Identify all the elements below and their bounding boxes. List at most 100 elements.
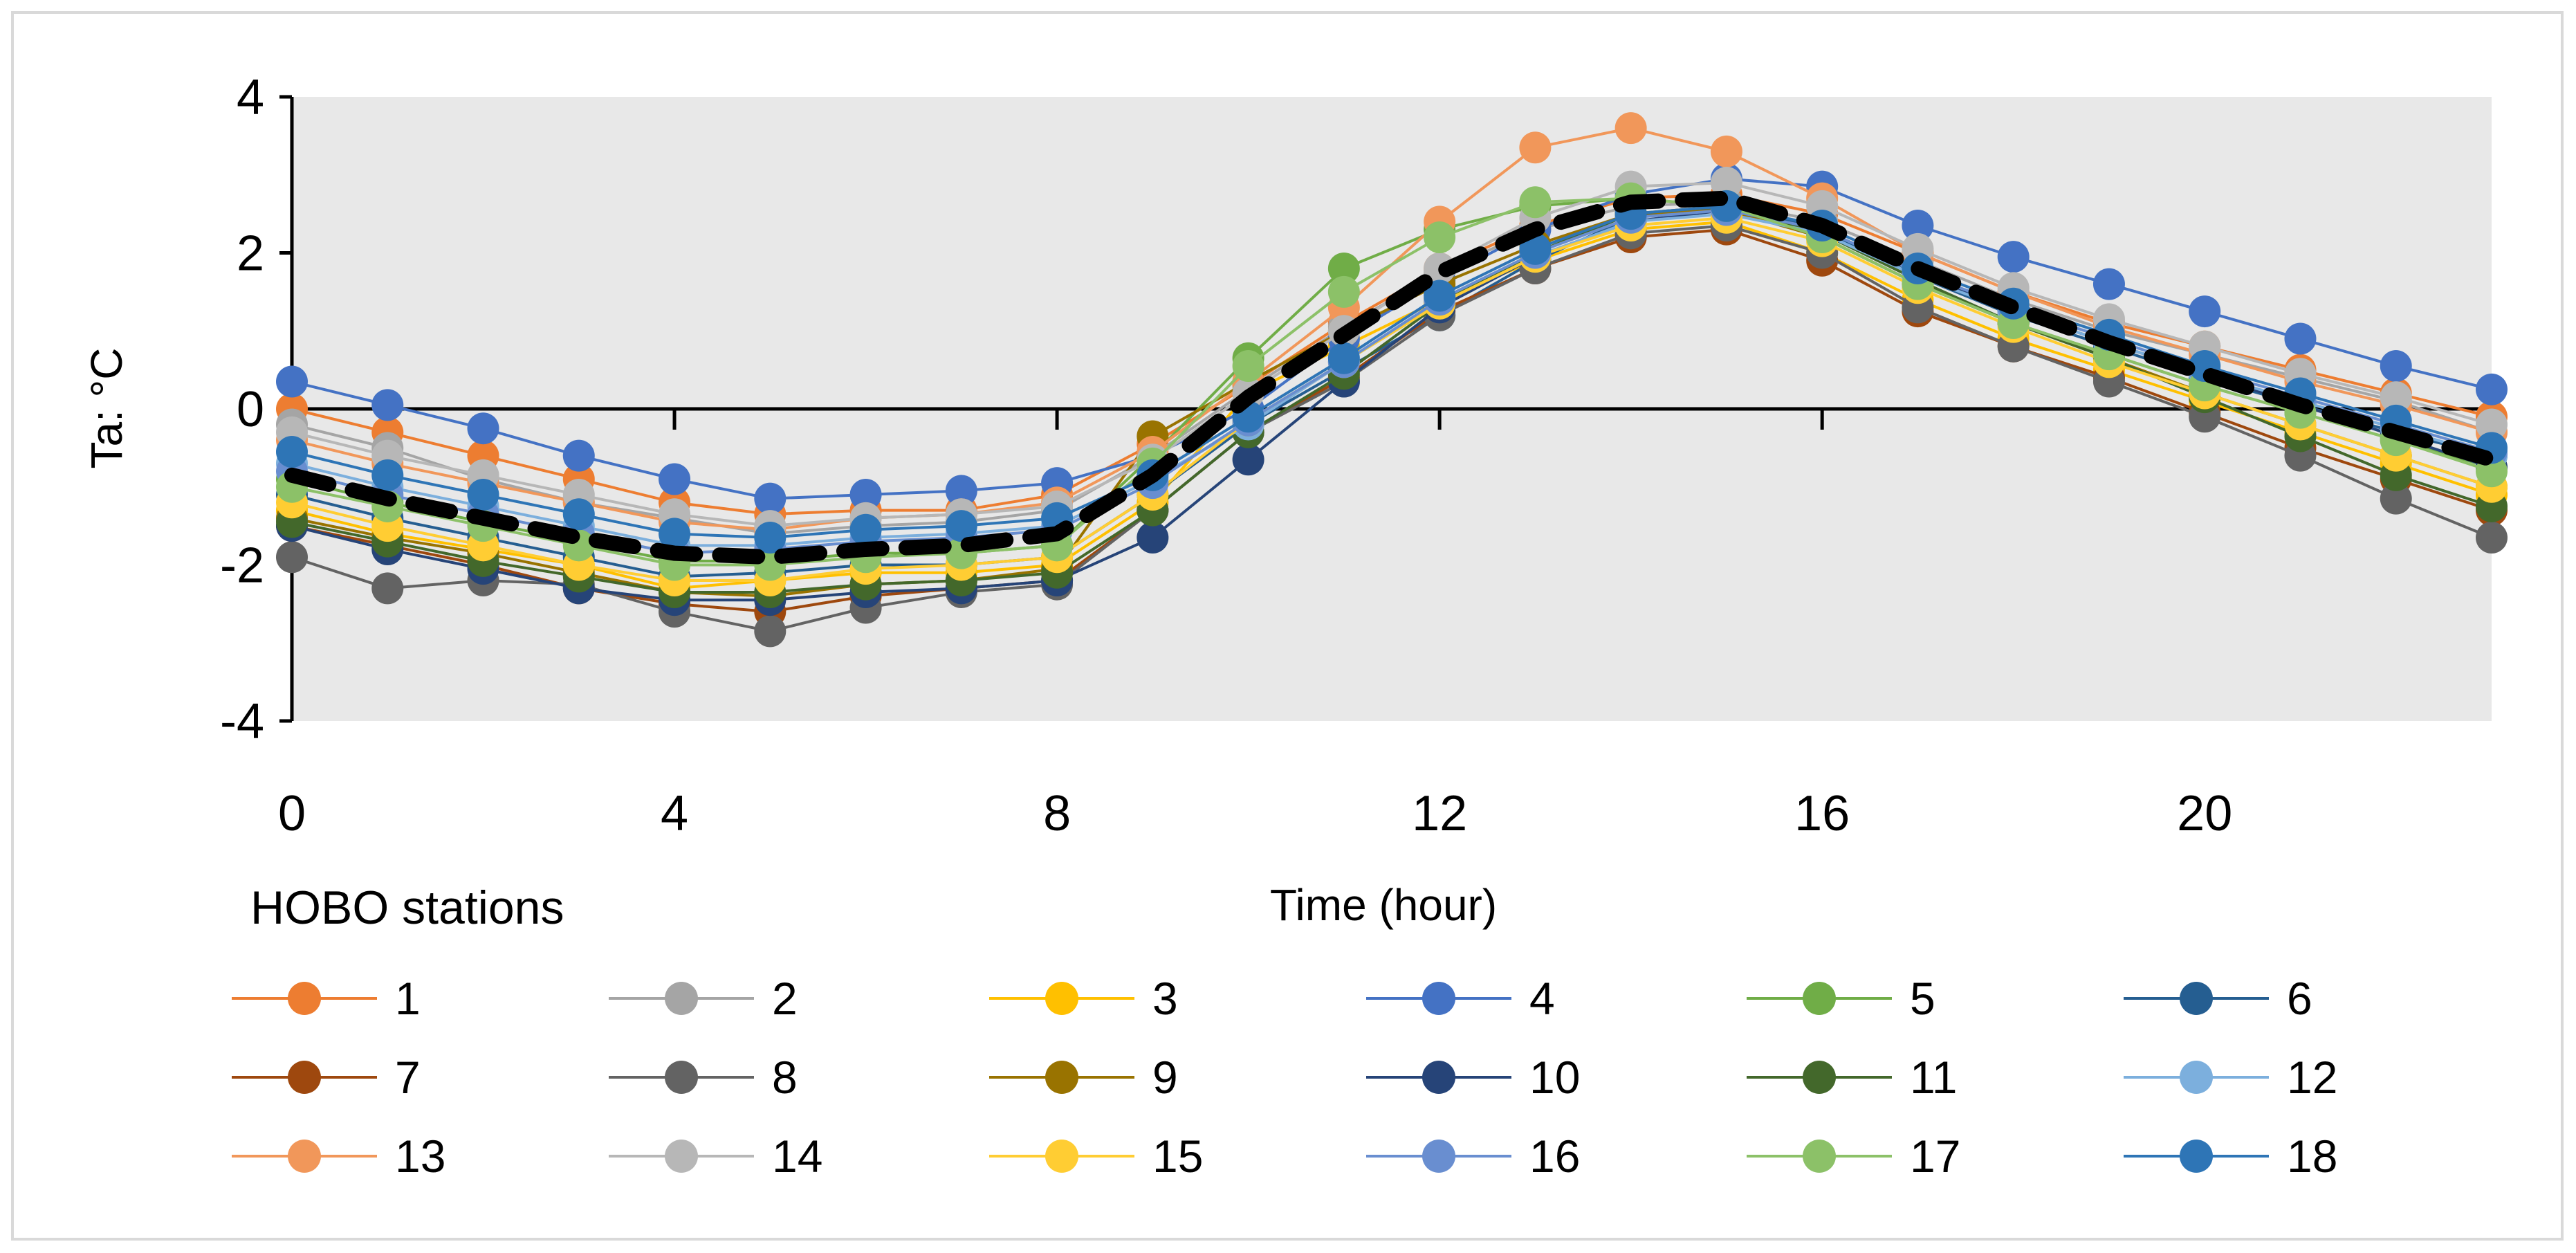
legend-marker: [1422, 1140, 1455, 1173]
data-point: [1614, 112, 1647, 145]
x-axis-title: Time (hour): [1270, 880, 1497, 930]
legend-item-14: 14: [609, 1131, 822, 1182]
legend-label: 7: [395, 1052, 421, 1103]
data-point: [1997, 241, 2030, 273]
data-point: [1710, 135, 1742, 167]
data-point: [2476, 373, 2508, 405]
legend-item-15: 15: [989, 1131, 1203, 1182]
data-point: [754, 482, 786, 515]
legend-item-13: 13: [232, 1131, 445, 1182]
legend-label: 17: [1910, 1131, 1960, 1182]
data-point: [1327, 342, 1360, 374]
data-point: [2284, 322, 2317, 355]
x-tick-label: 0: [278, 786, 306, 841]
x-tick-label: 4: [661, 786, 688, 841]
legend-marker: [1803, 982, 1836, 1015]
legend-title: HOBO stations: [250, 881, 564, 934]
mean-layer: [284, 190, 2499, 565]
data-point: [659, 463, 691, 495]
legend-item-11: 11: [1747, 1052, 1958, 1103]
legend-item-18: 18: [2124, 1131, 2337, 1182]
legend-item-6: 6: [2124, 973, 2312, 1024]
data-point: [2380, 482, 2412, 515]
legend-item-3: 3: [989, 973, 1178, 1024]
legend-marker: [288, 1061, 321, 1094]
x-tick-label: 8: [1043, 786, 1071, 841]
legend-marker: [665, 1061, 698, 1094]
legend-marker: [1045, 1140, 1078, 1173]
mean-dashed-line: [284, 190, 2499, 565]
legend-marker: [288, 1140, 321, 1173]
data-point: [754, 522, 786, 554]
legend-label: 12: [2287, 1052, 2337, 1103]
legend-marker: [665, 982, 698, 1015]
legend-item-10: 10: [1366, 1052, 1580, 1103]
data-point: [1232, 443, 1264, 476]
data-point: [659, 518, 691, 550]
y-axis-title: Ta: °C: [82, 348, 131, 469]
y-tick-label: -2: [220, 538, 264, 594]
data-point: [1424, 280, 1456, 312]
legend-label: 3: [1152, 973, 1178, 1024]
data-point: [1137, 522, 1169, 554]
data-point: [562, 439, 595, 472]
data-point: [276, 541, 308, 574]
data-point: [849, 513, 882, 546]
data-point: [1424, 221, 1456, 253]
data-point: [1710, 167, 1742, 199]
legend-marker: [2180, 1140, 2213, 1173]
legend-marker: [1045, 982, 1078, 1015]
legend-label: 8: [772, 1052, 798, 1103]
legend-label: 10: [1529, 1052, 1580, 1103]
legend-item-8: 8: [609, 1052, 798, 1103]
legend-item-17: 17: [1747, 1131, 1960, 1182]
legend-marker: [1803, 1140, 1836, 1173]
data-point: [1327, 275, 1360, 308]
series-18: [276, 190, 2508, 554]
legend-label: 13: [395, 1131, 445, 1182]
data-point: [1519, 186, 1552, 219]
data-point: [2380, 381, 2412, 414]
y-tick-label: 0: [237, 382, 264, 437]
data-point: [1232, 349, 1264, 382]
data-point: [371, 572, 404, 605]
data-point: [2092, 268, 2125, 300]
series-line: [291, 204, 2492, 594]
series-line: [291, 216, 2492, 583]
legend-marker: [2180, 1061, 2213, 1094]
data-point: [276, 436, 308, 468]
x-tick-label: 20: [2177, 786, 2232, 841]
data-point: [945, 510, 977, 542]
legend-label: 9: [1152, 1052, 1178, 1103]
legend-label: 5: [1910, 973, 1935, 1024]
data-point: [849, 479, 882, 511]
data-point: [1327, 253, 1360, 285]
data-point: [945, 475, 977, 507]
legend-item-7: 7: [232, 1052, 421, 1103]
legend-label: 15: [1152, 1131, 1203, 1182]
labels-layer: 420-2-40 4 8 12 16 20: [220, 70, 2232, 841]
legend-marker: [1422, 982, 1455, 1015]
legend-label: 18: [2287, 1131, 2337, 1182]
legend-item-2: 2: [609, 973, 798, 1024]
x-tick-label: 12: [1412, 786, 1467, 841]
series-line: [291, 220, 2492, 590]
legend-item-5: 5: [1747, 973, 1935, 1024]
legend-marker: [1803, 1061, 1836, 1094]
data-point: [371, 459, 404, 491]
data-point: [467, 479, 499, 511]
data-point: [2476, 522, 2508, 554]
data-point: [371, 389, 404, 421]
legend-label: 16: [1529, 1131, 1580, 1182]
data-point: [1902, 210, 1934, 242]
legend-item-9: 9: [989, 1052, 1178, 1103]
legend-marker: [1422, 1061, 1455, 1094]
legend-item-16: 16: [1366, 1131, 1580, 1182]
legend-label: 4: [1529, 973, 1555, 1024]
data-point: [754, 615, 786, 648]
data-point: [2189, 295, 2221, 328]
legend-marker: [288, 982, 321, 1015]
y-tick-label: 4: [237, 70, 264, 125]
legend-marker: [1045, 1061, 1078, 1094]
